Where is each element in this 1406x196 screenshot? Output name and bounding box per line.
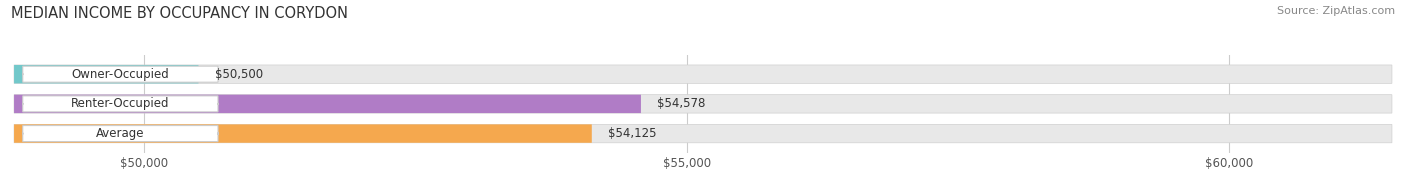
Text: Source: ZipAtlas.com: Source: ZipAtlas.com [1277,6,1395,16]
FancyBboxPatch shape [22,96,218,112]
FancyBboxPatch shape [14,65,1392,83]
Text: Owner-Occupied: Owner-Occupied [72,68,169,81]
FancyBboxPatch shape [14,65,198,83]
Text: Renter-Occupied: Renter-Occupied [72,97,170,110]
FancyBboxPatch shape [22,126,218,142]
Text: $50,500: $50,500 [215,68,263,81]
FancyBboxPatch shape [14,95,1392,113]
Text: MEDIAN INCOME BY OCCUPANCY IN CORYDON: MEDIAN INCOME BY OCCUPANCY IN CORYDON [11,6,349,21]
Text: $54,578: $54,578 [657,97,706,110]
Text: Average: Average [96,127,145,140]
FancyBboxPatch shape [22,66,218,82]
FancyBboxPatch shape [14,124,592,143]
Text: $54,125: $54,125 [607,127,657,140]
FancyBboxPatch shape [14,124,1392,143]
FancyBboxPatch shape [14,95,641,113]
